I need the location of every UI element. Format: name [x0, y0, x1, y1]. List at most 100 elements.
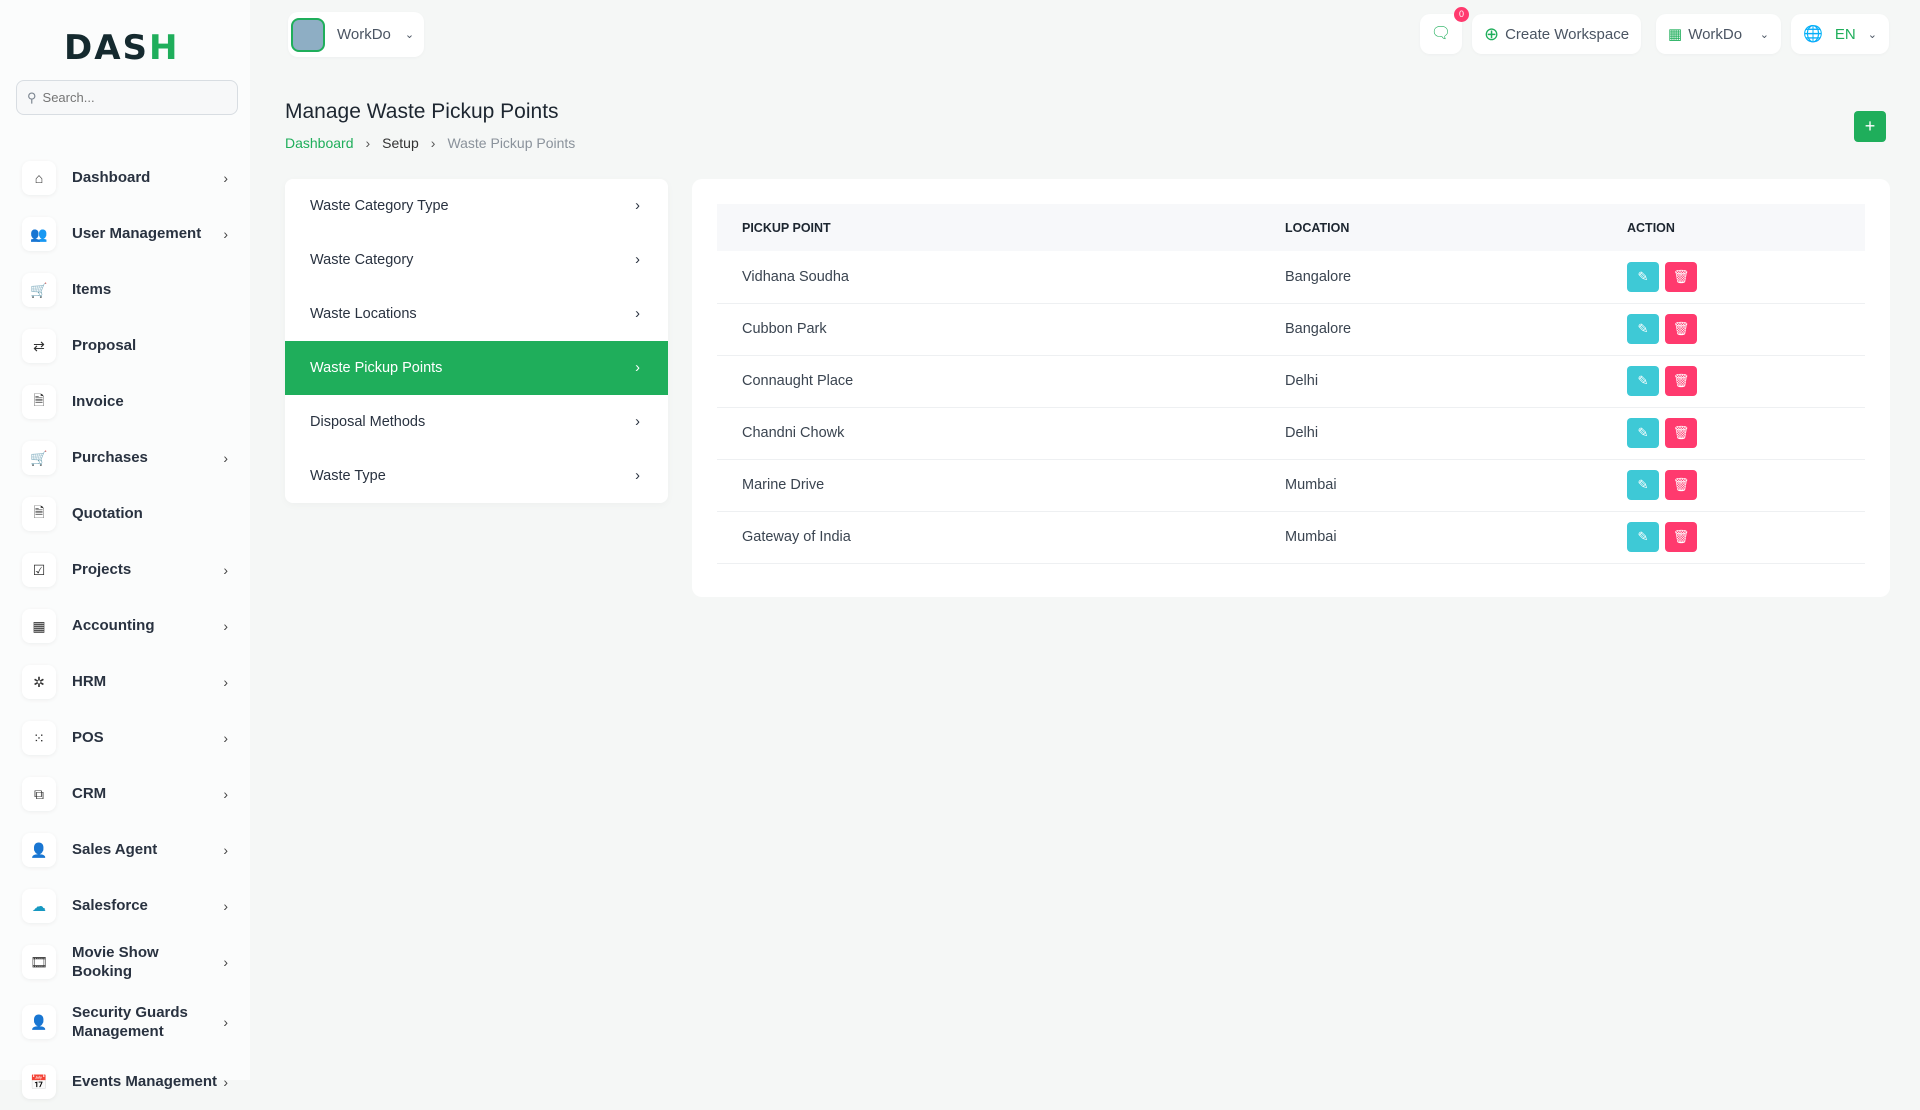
delete-button[interactable]: 🗑: [1665, 470, 1697, 500]
sidebar-item-label: Movie Show Booking: [72, 943, 159, 981]
pickup-point-cell: Chandni Chowk: [717, 407, 1260, 460]
sidebar-item-accounting[interactable]: ▦ Accounting ›: [0, 598, 250, 654]
sidebar-item-label: Invoice: [72, 393, 124, 411]
chevron-right-icon: ›: [223, 618, 228, 634]
invoice-icon: 🗎: [22, 385, 56, 419]
delete-button[interactable]: 🗑: [1665, 418, 1697, 448]
sidebar-item-label: CRM: [72, 785, 107, 803]
cart-icon: 🛒: [22, 273, 56, 307]
check-square-icon: ☑: [22, 553, 56, 587]
sidebar-item-events-management[interactable]: 📅 Events Management ›: [0, 1054, 250, 1110]
sidebar-item-movie-show-booking[interactable]: 🎞 Movie Show Booking ›: [0, 934, 250, 990]
trash-icon: 🗑: [1672, 321, 1690, 336]
sidebar-item-label: POS: [72, 729, 104, 747]
sidebar-item-user-management[interactable]: 👥 User Management ›: [0, 206, 250, 262]
messages-button[interactable]: 🗨 0: [1420, 7, 1469, 54]
pencil-icon: ✎: [1637, 529, 1649, 544]
workdo-dropdown[interactable]: ▦ WorkDo ⌄: [1656, 14, 1781, 54]
breadcrumb: Dashboard › Setup › Waste Pickup Points: [285, 135, 575, 151]
sidebar-item-label: Items: [72, 281, 112, 299]
sidebar-item-label: Security Guards Management: [72, 1003, 188, 1041]
pencil-icon: ✎: [1637, 477, 1649, 492]
edit-button[interactable]: ✎: [1627, 314, 1659, 344]
sidebar-item-security-guards-management[interactable]: 👤 Security Guards Management ›: [0, 990, 250, 1054]
sidebar-item-invoice[interactable]: 🗎 Invoice: [0, 374, 250, 430]
notification-badge: 0: [1454, 7, 1469, 22]
sidebar-item-hrm[interactable]: ✲ HRM ›: [0, 654, 250, 710]
action-cell: ✎ 🗑: [1602, 407, 1865, 460]
location-cell: Bangalore: [1260, 303, 1602, 356]
proposal-icon: ⇄: [22, 329, 56, 363]
chevron-right-icon: ›: [223, 450, 228, 466]
sidebar-item-projects[interactable]: ☑ Projects ›: [0, 542, 250, 598]
workspace-selector[interactable]: WorkDo ⌄: [288, 12, 425, 57]
dash-logo[interactable]: DASH: [64, 28, 180, 68]
search-input[interactable]: [42, 90, 223, 105]
menu-item-disposal-methods[interactable]: Disposal Methods ›: [285, 395, 668, 449]
location-cell: Bangalore: [1260, 251, 1602, 304]
user-check-icon: 👤: [22, 1005, 56, 1039]
table-row: Marine Drive Mumbai ✎ 🗑: [717, 459, 1865, 512]
sidebar-item-dashboard[interactable]: ⌂ Dashboard ›: [0, 150, 250, 206]
create-workspace-button[interactable]: ⊕ Create Workspace: [1472, 14, 1642, 54]
search-box[interactable]: ⚲: [16, 80, 238, 115]
chevron-right-icon: ›: [223, 226, 228, 242]
search-icon: ⚲: [27, 89, 37, 105]
menu-item-waste-locations[interactable]: Waste Locations ›: [285, 287, 668, 341]
menu-item-waste-category-type[interactable]: Waste Category Type ›: [285, 179, 668, 233]
pickup-point-cell: Gateway of India: [717, 511, 1260, 564]
edit-button[interactable]: ✎: [1627, 366, 1659, 396]
delete-button[interactable]: 🗑: [1665, 261, 1697, 292]
apps-icon: ▦: [1668, 26, 1683, 43]
crm-icon: ⧉: [22, 777, 56, 811]
menu-item-waste-pickup-points[interactable]: Waste Pickup Points ›: [285, 341, 668, 395]
chevron-right-icon: ›: [223, 170, 228, 186]
breadcrumb-dashboard[interactable]: Dashboard: [285, 135, 354, 151]
sidebar-item-label: Quotation: [72, 505, 143, 523]
edit-button[interactable]: ✎: [1627, 522, 1659, 552]
pickup-point-cell: Connaught Place: [717, 355, 1260, 408]
delete-button[interactable]: 🗑: [1665, 314, 1697, 344]
chevron-right-icon: ›: [223, 842, 228, 858]
edit-button[interactable]: ✎: [1627, 418, 1659, 448]
menu-item-waste-category[interactable]: Waste Category ›: [285, 233, 668, 287]
grid-icon: ▦: [22, 609, 56, 643]
sidebar: DASH ⚲ ⌂ Dashboard › 👥 User Management › 🛒 Item…: [0, 0, 250, 1099]
table-row: Cubbon Park Bangalore ✎ 🗑: [717, 303, 1865, 356]
action-cell: ✎ 🗑: [1602, 303, 1865, 356]
table-row: Gateway of India Mumbai ✎ 🗑: [717, 511, 1865, 564]
delete-button[interactable]: 🗑: [1665, 522, 1697, 552]
sidebar-item-label: Projects: [72, 561, 132, 579]
sidebar-item-label: Accounting: [72, 617, 155, 635]
sidebar-item-label: User Management: [72, 225, 202, 243]
sidebar-item-label: Sales Agent: [72, 841, 158, 859]
sidebar-item-pos[interactable]: ⁙ POS ›: [0, 710, 250, 766]
sidebar-item-purchases[interactable]: 🛒 Purchases ›: [0, 430, 250, 486]
edit-button[interactable]: ✎: [1627, 261, 1659, 292]
location-cell: Mumbai: [1260, 511, 1602, 564]
salesforce-icon: ☁: [22, 889, 56, 923]
sidebar-item-sales-agent[interactable]: 👤 Sales Agent ›: [0, 822, 250, 878]
header-pickup-point: PICKUP POINT: [717, 204, 1260, 251]
edit-button[interactable]: ✎: [1627, 470, 1659, 500]
sidebar-item-label: Events Management: [72, 1073, 218, 1091]
language-dropdown[interactable]: 🌐 EN ⌄: [1791, 14, 1889, 54]
sidebar-item-proposal[interactable]: ⇄ Proposal: [0, 318, 250, 374]
delete-button[interactable]: 🗑: [1665, 366, 1697, 396]
setup-menu: Waste Category Type › Waste Category › Waste…: [285, 179, 668, 503]
chevron-right-icon: ›: [635, 468, 640, 484]
add-button[interactable]: +: [1854, 111, 1886, 142]
sidebar-item-crm[interactable]: ⧉ CRM ›: [0, 766, 250, 822]
home-icon: ⌂: [22, 161, 56, 195]
sidebar-item-salesforce[interactable]: ☁ Salesforce ›: [0, 878, 250, 934]
chevron-down-icon: ⌄: [1867, 28, 1877, 41]
header-action: ACTION: [1602, 204, 1865, 251]
menu-item-waste-type[interactable]: Waste Type ›: [285, 449, 668, 503]
chevron-right-icon: ›: [635, 252, 640, 268]
sidebar-item-items[interactable]: 🛒 Items: [0, 262, 250, 318]
chat-icon: 🗨: [1430, 25, 1452, 42]
sidebar-item-quotation[interactable]: 🗎 Quotation: [0, 486, 250, 542]
sidebar-item-label: Purchases: [72, 449, 148, 467]
breadcrumb-setup: Setup: [382, 135, 419, 151]
table-row: Chandni Chowk Delhi ✎ 🗑: [717, 407, 1865, 460]
